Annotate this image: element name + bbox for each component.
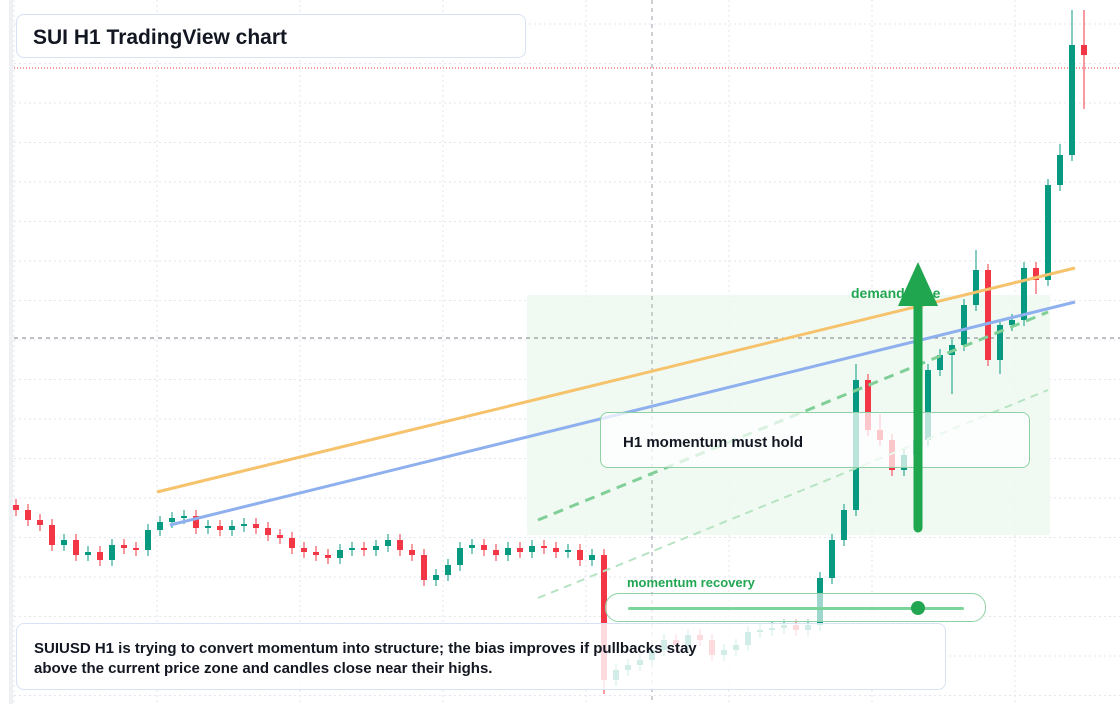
candle-body <box>517 548 523 552</box>
candle-body <box>445 565 451 575</box>
note: SUIUSD H1 is trying to convert momentum … <box>34 640 697 677</box>
candle-body <box>289 538 295 548</box>
candle-body <box>133 548 139 550</box>
candle-body <box>457 548 463 565</box>
candle-body <box>469 545 475 548</box>
title-box: SUI H1 TradingView chart <box>16 14 526 58</box>
candle-body <box>565 550 571 552</box>
candle-body <box>97 552 103 560</box>
candle-body <box>937 355 943 370</box>
candle-body <box>277 535 283 538</box>
candle-body <box>49 525 55 545</box>
candle-body <box>589 555 595 560</box>
candle-body <box>229 526 235 530</box>
candle-body <box>397 540 403 550</box>
candle-body <box>325 555 331 558</box>
note-box: SUIUSD H1 is trying to convert momentum … <box>16 623 946 690</box>
candle-body <box>241 524 247 526</box>
candle-body <box>205 526 211 528</box>
candle-body <box>349 548 355 550</box>
candle-body <box>997 325 1003 360</box>
candle-body <box>265 528 271 535</box>
candle-body <box>121 545 127 548</box>
candle-body <box>865 380 871 430</box>
candle-body <box>961 305 967 345</box>
candle-body <box>85 552 91 555</box>
candle-body <box>841 510 847 540</box>
candle-body <box>481 545 487 550</box>
candle-body <box>337 550 343 558</box>
candle-body <box>301 548 307 552</box>
candle-body <box>385 540 391 546</box>
recovery-label: momentum recovery <box>627 575 755 590</box>
candle-body <box>409 550 415 555</box>
candle-body <box>553 548 559 552</box>
candle-body <box>37 520 43 525</box>
candle-body <box>925 370 931 440</box>
candle-body <box>169 518 175 522</box>
candle-body <box>493 550 499 555</box>
candle-body <box>1057 155 1063 185</box>
callout-box: H1 momentum must hold <box>600 412 1030 468</box>
candle-body <box>1081 45 1087 55</box>
candle-body <box>145 530 151 550</box>
candle-body <box>505 548 511 555</box>
title: SUI H1 TradingView chart <box>33 26 288 49</box>
zone-label: demand zone <box>851 285 941 301</box>
candle-body <box>1021 268 1027 320</box>
candle-body <box>361 548 367 550</box>
candle-body <box>433 575 439 580</box>
recovery-knob <box>911 601 925 615</box>
candle-body <box>181 516 187 518</box>
candle-body <box>109 545 115 560</box>
candle-body <box>541 546 547 548</box>
callout: H1 momentum must hold <box>623 434 804 451</box>
candle-body <box>157 522 163 530</box>
candle-body <box>577 550 583 560</box>
candle-body <box>217 526 223 530</box>
candle-body <box>1033 268 1039 280</box>
left-edge <box>9 0 13 704</box>
candle-body <box>193 516 199 528</box>
candle-body <box>61 540 67 545</box>
candle-body <box>1009 320 1015 325</box>
candle-body <box>529 546 535 552</box>
recovery-track <box>628 607 964 610</box>
candle-body <box>601 555 607 680</box>
recovery-box <box>605 593 986 622</box>
candle-body <box>973 270 979 305</box>
candle-body <box>313 552 319 555</box>
candle-body <box>253 524 259 528</box>
candle-body <box>421 555 427 580</box>
candle-body <box>25 510 31 520</box>
candle-body <box>13 505 19 510</box>
channel-lower <box>537 389 1049 599</box>
candle-body <box>1045 185 1051 280</box>
candle-body <box>373 546 379 550</box>
candle-body <box>985 270 991 360</box>
candle-body <box>1069 45 1075 155</box>
candle-body <box>73 540 79 555</box>
candle-body <box>829 540 835 578</box>
